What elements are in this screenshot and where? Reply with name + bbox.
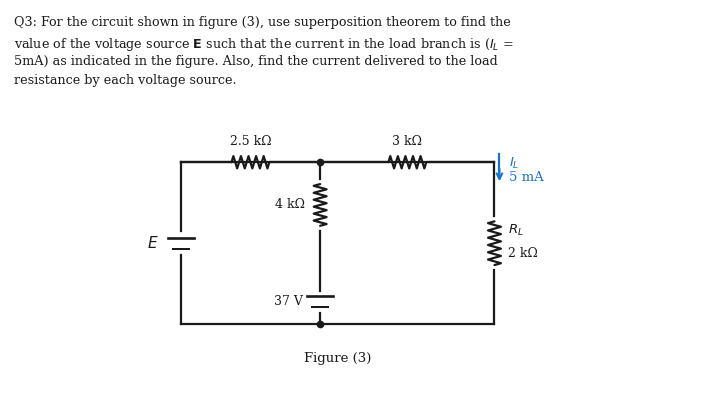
Text: 4 kΩ: 4 kΩ bbox=[275, 198, 305, 212]
Text: $I_L$: $I_L$ bbox=[509, 156, 520, 172]
Text: $E$: $E$ bbox=[147, 235, 158, 251]
Text: resistance by each voltage source.: resistance by each voltage source. bbox=[14, 74, 237, 87]
Text: 5mA) as indicated in the figure. Also, find the current delivered to the load: 5mA) as indicated in the figure. Also, f… bbox=[14, 55, 498, 68]
Text: 2.5 kΩ: 2.5 kΩ bbox=[229, 135, 271, 148]
Text: Q3: For the circuit shown in figure (3), use superposition theorem to find the: Q3: For the circuit shown in figure (3),… bbox=[14, 16, 511, 29]
Text: Figure (3): Figure (3) bbox=[304, 352, 371, 365]
Text: 3 kΩ: 3 kΩ bbox=[392, 135, 422, 148]
Text: 2 kΩ: 2 kΩ bbox=[508, 247, 538, 260]
Text: value of the voltage source $\mathbf{E}$ such that the current in the load branc: value of the voltage source $\mathbf{E}$… bbox=[14, 36, 514, 53]
Text: $R_L$: $R_L$ bbox=[508, 223, 524, 238]
Text: 5 mA: 5 mA bbox=[509, 171, 544, 184]
Text: 37 V: 37 V bbox=[275, 295, 303, 308]
